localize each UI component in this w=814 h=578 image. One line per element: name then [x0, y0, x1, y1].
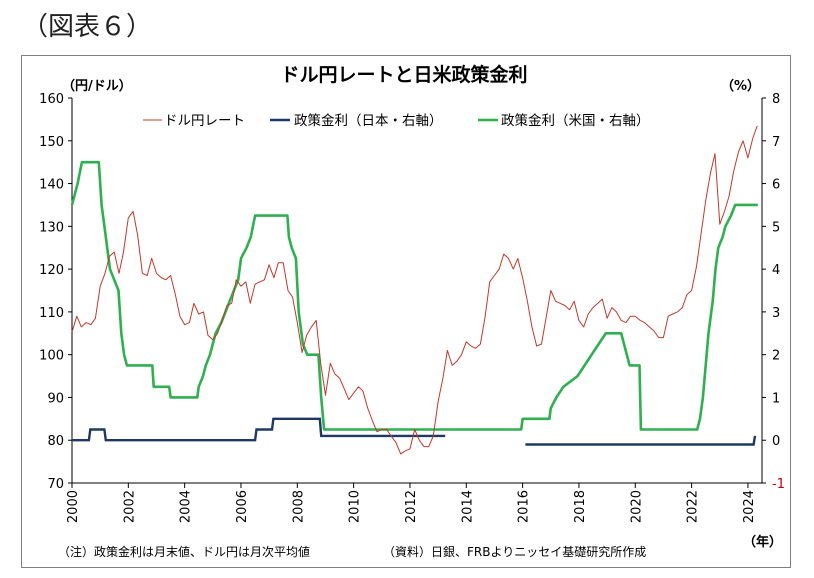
- right-tick-label: 6: [772, 178, 780, 193]
- left-axis-unit: （円/ドル）: [62, 78, 132, 94]
- left-tick-label: 70: [47, 477, 64, 492]
- right-tick-label: 7: [772, 135, 780, 150]
- series-usdjpy-line: [71, 125, 758, 455]
- right-tick-label: 8: [772, 92, 780, 107]
- right-tick-label: -1: [772, 477, 785, 492]
- left-tick-label: 110: [39, 306, 64, 321]
- x-tick-label: 2008: [291, 490, 306, 523]
- left-tick-label: 90: [47, 391, 64, 406]
- right-tick-label: 2: [772, 349, 780, 364]
- x-tick-label: 2006: [235, 490, 250, 523]
- right-tick-label: 5: [772, 220, 780, 235]
- right-axis-unit: （%）: [721, 78, 760, 94]
- left-tick-label: 130: [39, 220, 64, 235]
- figure-label: （図表６）: [22, 12, 153, 42]
- x-tick-label: 2004: [179, 490, 194, 523]
- x-tick-label: 2022: [686, 490, 701, 523]
- series-japan-policy-rate-line-2: [525, 435, 757, 446]
- footnote-left: （注）政策金利は月末値、ドル円は月次平均値: [58, 544, 310, 559]
- legend-label-us: 政策金利（米国・右軸）: [501, 112, 650, 129]
- right-tick-label: 1: [772, 391, 780, 406]
- x-tick-label: 2010: [348, 490, 363, 523]
- x-tick-label: 2000: [66, 490, 81, 523]
- series-layer: [70, 125, 758, 455]
- right-tick-label: 4: [772, 263, 780, 278]
- x-tick-label: 2012: [404, 490, 419, 523]
- axes: 70 80 90 100 110 120 130 140 150 160 -1 0 1 2 3 4 5 6 7 8 20…: [39, 92, 785, 523]
- left-tick-label: 150: [39, 135, 64, 150]
- left-tick-label: 160: [39, 92, 64, 107]
- series-us-policy-rate-line: [70, 160, 758, 431]
- x-tick-label: 2014: [460, 490, 475, 523]
- x-tick-label: 2024: [742, 490, 757, 523]
- x-tick-label: 2020: [629, 490, 644, 523]
- footnote-right: （資料）日銀、FRBよりニッセイ基礎研究所作成: [383, 544, 646, 559]
- left-tick-label: 100: [39, 349, 64, 364]
- x-axis-unit: （年）: [743, 534, 782, 550]
- legend: ドル円レート 政策金利（日本・右軸） 政策金利（米国・右軸）: [143, 112, 650, 129]
- x-tick-label: 2018: [573, 490, 588, 523]
- x-tick-label: 2016: [517, 490, 532, 523]
- right-tick-label: 3: [772, 306, 780, 321]
- legend-label-usdjpy: ドル円レート: [164, 113, 245, 129]
- left-tick-label: 120: [39, 263, 64, 278]
- left-tick-label: 80: [47, 434, 64, 449]
- right-tick-label: 0: [772, 434, 780, 449]
- series-japan-policy-rate-line: [72, 417, 446, 442]
- left-tick-label: 140: [39, 178, 64, 193]
- x-tick-label: 2002: [122, 490, 137, 523]
- legend-label-japan: 政策金利（日本・右軸）: [294, 112, 443, 129]
- chart-title: ドル円レートと日米政策金利: [280, 63, 527, 86]
